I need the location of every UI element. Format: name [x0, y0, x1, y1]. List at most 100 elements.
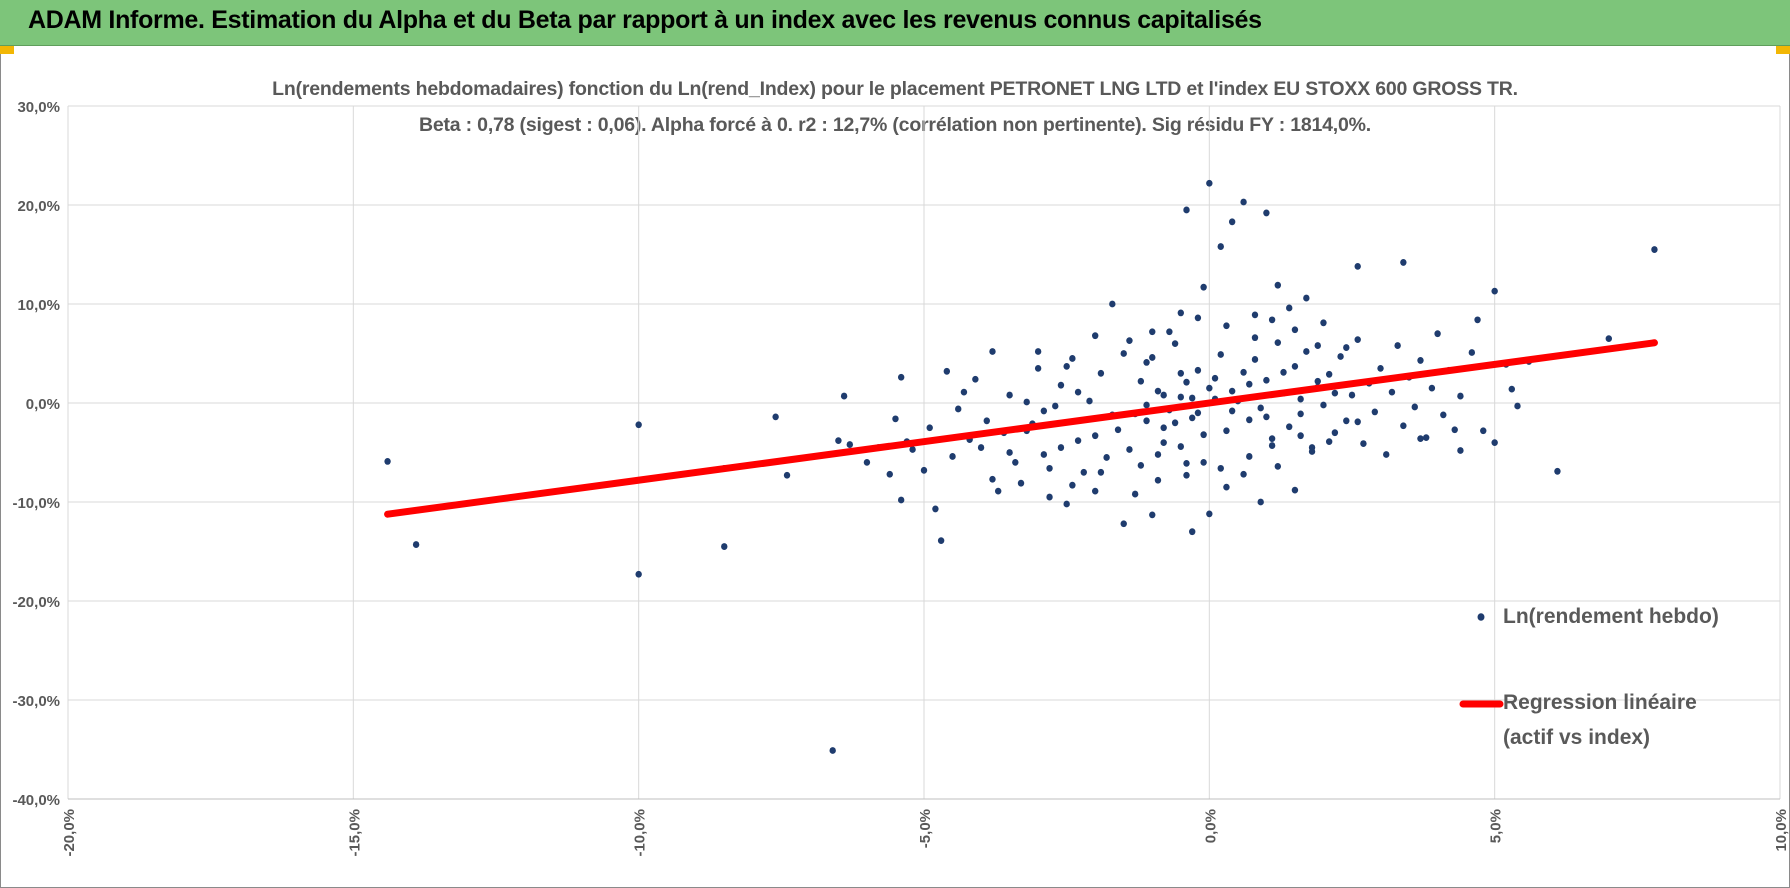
scatter-point	[1052, 402, 1059, 410]
scatter-point	[1034, 348, 1042, 355]
scatter-point	[1274, 281, 1282, 289]
y-tick-label: -40,0%	[12, 792, 60, 809]
scatter-point	[1023, 398, 1030, 406]
scatter-point	[1080, 468, 1087, 476]
scatter-point	[1354, 262, 1361, 270]
scatter-point	[1194, 366, 1202, 374]
scatter-point	[886, 470, 893, 478]
scatter-point	[412, 541, 420, 548]
x-tick-label: -15,0%	[346, 809, 363, 857]
scatter-point	[1211, 374, 1219, 382]
scatter-point	[1480, 427, 1487, 435]
scatter-point	[721, 543, 728, 550]
scatter-point	[1194, 314, 1202, 322]
scatter-point	[1017, 479, 1025, 487]
scatter-point	[1314, 377, 1321, 385]
scatter-point	[1171, 419, 1179, 427]
scatter-point	[1286, 304, 1293, 312]
scatter-point	[1046, 493, 1053, 501]
scatter-point	[1143, 359, 1150, 366]
scatter-point	[1325, 370, 1333, 378]
scatter-point	[1149, 328, 1156, 336]
scatter-point	[772, 413, 779, 421]
scatter-point	[1166, 328, 1173, 336]
scatter-point	[1228, 218, 1236, 226]
scatter-point	[1097, 369, 1105, 377]
scatter-point	[1388, 388, 1396, 396]
scatter-point	[1223, 427, 1230, 435]
scatter-point	[1189, 394, 1196, 402]
scatter-point	[1217, 464, 1224, 472]
scatter-point	[1274, 339, 1282, 347]
scatter-point	[1320, 319, 1327, 327]
scatter-point	[1360, 440, 1367, 447]
scatter-point	[1137, 377, 1145, 385]
scatter-point	[1417, 357, 1424, 364]
scatter-point	[635, 421, 642, 429]
scatter-point	[1177, 309, 1185, 317]
scatter-point	[960, 388, 968, 396]
scatter-point	[1308, 444, 1316, 451]
scatter-point	[1034, 364, 1042, 372]
scatter-point	[1183, 378, 1190, 386]
scatter-point	[829, 747, 836, 754]
scatter-point	[384, 458, 391, 465]
scatter-point	[1154, 451, 1162, 458]
scatter-point	[1263, 376, 1270, 384]
scatter-point	[926, 424, 933, 432]
scatter-point	[1223, 483, 1230, 491]
scatter-point	[1377, 364, 1384, 372]
scatter-point	[1206, 510, 1213, 518]
scatter-point	[1200, 459, 1207, 466]
legend-label-scatter: Ln(rendement hebdo)	[1503, 605, 1719, 628]
legend	[1459, 613, 1504, 708]
scatter-point	[1246, 453, 1253, 460]
scatter-point	[1183, 471, 1190, 479]
scatter-point	[1206, 384, 1213, 392]
scatter-point	[989, 475, 996, 483]
scatter-point	[1280, 368, 1287, 376]
legend-label-regression-line2: (actif vs index)	[1503, 726, 1651, 749]
scatter-point	[1320, 401, 1327, 409]
regression-series	[384, 339, 1658, 518]
scatter-point	[1268, 442, 1276, 449]
scatter-point	[1451, 426, 1458, 434]
scatter-point	[949, 453, 956, 460]
scatter-point	[1097, 468, 1105, 476]
scatter-point	[1343, 417, 1350, 425]
scatter-point	[1354, 336, 1361, 344]
x-tick-label: -10,0%	[632, 809, 649, 857]
scatter-point	[1400, 259, 1407, 266]
scatter-point	[1251, 356, 1259, 363]
scatter-point	[1040, 407, 1048, 415]
y-tick-label: -10,0%	[12, 495, 60, 512]
scatter-point	[1251, 311, 1259, 319]
scatter-point	[1331, 389, 1339, 397]
scatter-point	[972, 375, 979, 383]
scatter-point	[1508, 385, 1515, 393]
scatter-point	[1189, 528, 1196, 536]
scatter-point	[1012, 459, 1019, 466]
scatter-point	[1040, 451, 1048, 458]
scatter-point	[1457, 392, 1464, 400]
scatter-point	[1474, 316, 1481, 324]
scatter-point	[1063, 362, 1070, 370]
scatter-point	[846, 441, 854, 448]
scatter-point	[1069, 481, 1076, 489]
scatter-point	[1246, 416, 1253, 424]
scatter-point	[1223, 322, 1230, 330]
scatter-point	[1400, 422, 1407, 430]
scatter-point	[783, 471, 791, 479]
scatter-point	[897, 496, 905, 504]
scatter-point	[840, 392, 848, 400]
scatter-point	[1092, 487, 1099, 495]
scatter-point	[1149, 511, 1156, 519]
corner-marker-top-left	[0, 46, 14, 54]
corner-marker-top-right	[1776, 46, 1790, 54]
scatter-point	[897, 373, 905, 381]
scatter-point	[1257, 498, 1264, 506]
scatter-point	[983, 417, 990, 425]
scatter-point	[1343, 344, 1350, 351]
scatter-point	[1143, 417, 1150, 425]
scatter-point	[1120, 520, 1127, 528]
